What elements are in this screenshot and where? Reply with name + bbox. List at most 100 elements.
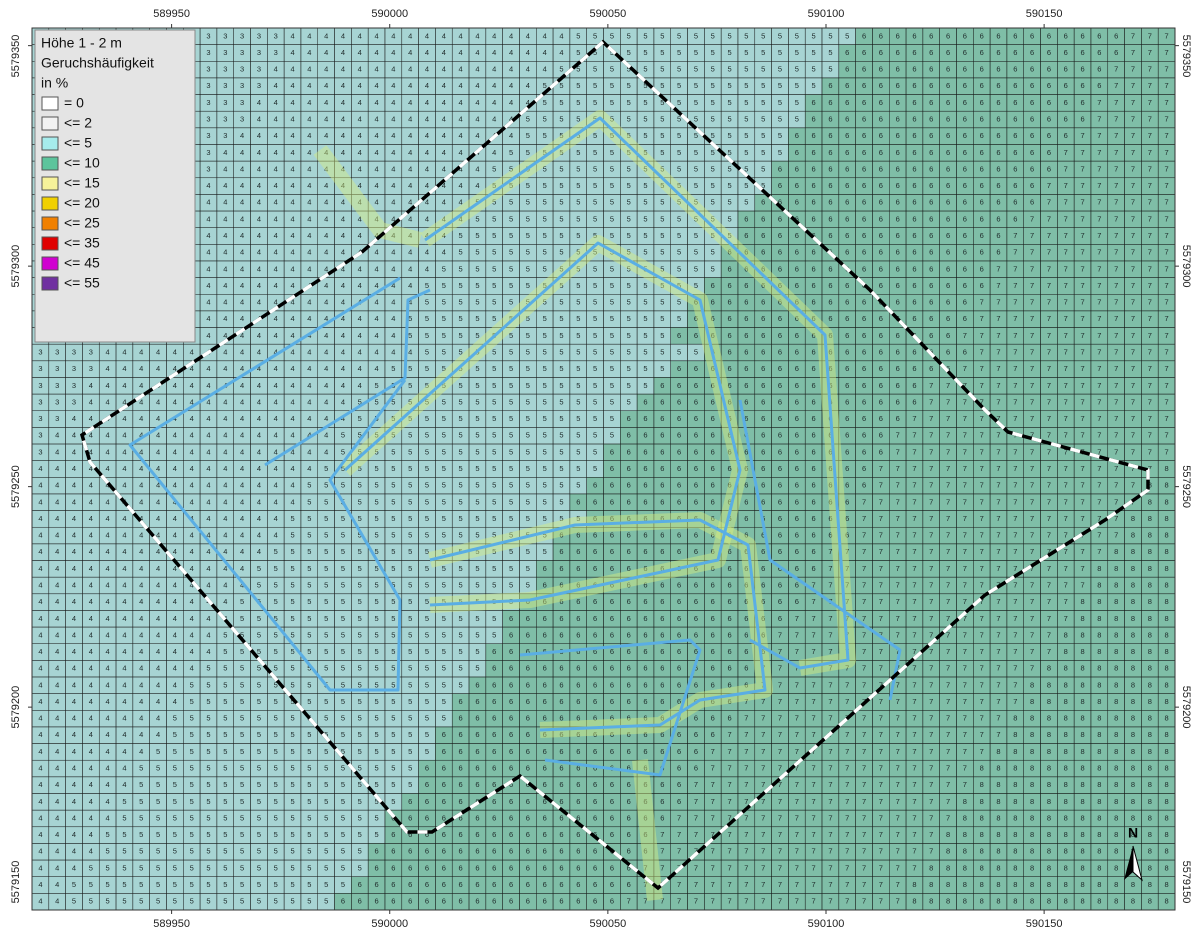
cell-value: 7 [1131, 481, 1135, 490]
cell-value: 7 [828, 580, 832, 589]
cell-value: 6 [744, 514, 748, 523]
cell-value: 7 [1097, 414, 1101, 423]
cell-value: 7 [980, 331, 984, 340]
cell-value: 6 [963, 264, 967, 273]
cell-value: 4 [106, 397, 110, 406]
cell-value: 5 [341, 431, 345, 440]
cell-value: 7 [1030, 397, 1034, 406]
cell-value: 7 [996, 597, 1000, 606]
cell-value: 6 [694, 481, 698, 490]
cell-value: 6 [980, 231, 984, 240]
cell-value: 5 [761, 65, 765, 74]
cell-value: 4 [274, 364, 278, 373]
cell-value: 6 [963, 298, 967, 307]
cell-value: 4 [358, 131, 362, 140]
cell-value: 7 [996, 397, 1000, 406]
cell-value: 4 [257, 531, 261, 540]
cell-value: 7 [1030, 231, 1034, 240]
cell-value: 5 [257, 580, 261, 589]
cell-value: 5 [744, 31, 748, 40]
cell-value: 5 [795, 115, 799, 124]
cell-value: 6 [912, 364, 916, 373]
cell-value: 6 [845, 248, 849, 257]
cell-value: 5 [442, 580, 446, 589]
cell-value: 5 [677, 81, 681, 90]
cell-value: 5 [509, 148, 513, 157]
cell-value: 7 [1114, 331, 1118, 340]
cell-value: 7 [1165, 115, 1169, 124]
cell-value: 3 [257, 31, 261, 40]
cell-value: 5 [442, 447, 446, 456]
cell-value: 6 [896, 264, 900, 273]
cell-value: 5 [442, 481, 446, 490]
cell-value: 5 [660, 48, 664, 57]
cell-value: 5 [643, 298, 647, 307]
cell-value: 5 [442, 614, 446, 623]
cell-value: 4 [442, 198, 446, 207]
cell-value: 8 [1165, 497, 1169, 506]
cell-value: 6 [812, 514, 816, 523]
cell-value: 5 [475, 431, 479, 440]
cell-value: 7 [1148, 131, 1152, 140]
cell-value: 5 [408, 464, 412, 473]
cell-value: 7 [1013, 314, 1017, 323]
cell-value: 6 [946, 264, 950, 273]
cell-value: 5 [711, 148, 715, 157]
cell-value: 3 [38, 347, 42, 356]
cell-value: 6 [845, 231, 849, 240]
cell-value: 5 [610, 231, 614, 240]
cell-value: 3 [240, 81, 244, 90]
cell-value: 7 [1030, 248, 1034, 257]
cell-value: 5 [610, 281, 614, 290]
cell-value: 4 [509, 81, 513, 90]
cell-value: 7 [862, 597, 866, 606]
cell-value: 6 [610, 531, 614, 540]
cell-value: 6 [879, 314, 883, 323]
cell-value: 7 [1148, 397, 1152, 406]
cell-value: 5 [643, 115, 647, 124]
cell-value: 5 [408, 364, 412, 373]
cell-value: 4 [223, 464, 227, 473]
cell-value: 5 [593, 431, 597, 440]
cell-value: 5 [425, 281, 429, 290]
cell-value: 3 [72, 347, 76, 356]
cell-value: 5 [475, 614, 479, 623]
cell-value: 5 [576, 481, 580, 490]
cell-value: 4 [139, 630, 143, 639]
cell-value: 6 [946, 181, 950, 190]
cell-value: 7 [1030, 347, 1034, 356]
cell-value: 4 [341, 115, 345, 124]
cell-value: 7 [1148, 181, 1152, 190]
cell-value: 5 [408, 597, 412, 606]
cell-value: 7 [980, 347, 984, 356]
cell-value: 5 [559, 331, 563, 340]
cell-value: 3 [38, 364, 42, 373]
cell-value: 5 [459, 414, 463, 423]
cell-value: 6 [812, 131, 816, 140]
cell-value: 6 [963, 131, 967, 140]
cell-value: 7 [912, 464, 916, 473]
cell-value: 4 [374, 181, 378, 190]
cell-value: 6 [1114, 48, 1118, 57]
cell-value: 7 [996, 447, 1000, 456]
cell-value: 6 [727, 597, 731, 606]
cell-value: 6 [912, 248, 916, 257]
cell-value: 7 [1080, 148, 1084, 157]
cell-value: 5 [459, 397, 463, 406]
cell-value: 7 [1097, 231, 1101, 240]
cell-value: 6 [912, 131, 916, 140]
cell-value: 6 [694, 580, 698, 589]
cell-value: 6 [711, 464, 715, 473]
cell-value: 7 [1047, 248, 1051, 257]
cell-value: 6 [1064, 31, 1068, 40]
cell-value: 5 [274, 597, 278, 606]
cell-value: 4 [290, 131, 294, 140]
cell-value: 5 [711, 98, 715, 107]
cell-value: 4 [38, 597, 42, 606]
cell-value: 6 [812, 497, 816, 506]
cell-value: 5 [526, 331, 530, 340]
cell-value: 5 [408, 580, 412, 589]
cell-value: 6 [879, 214, 883, 223]
cell-value: 7 [963, 447, 967, 456]
